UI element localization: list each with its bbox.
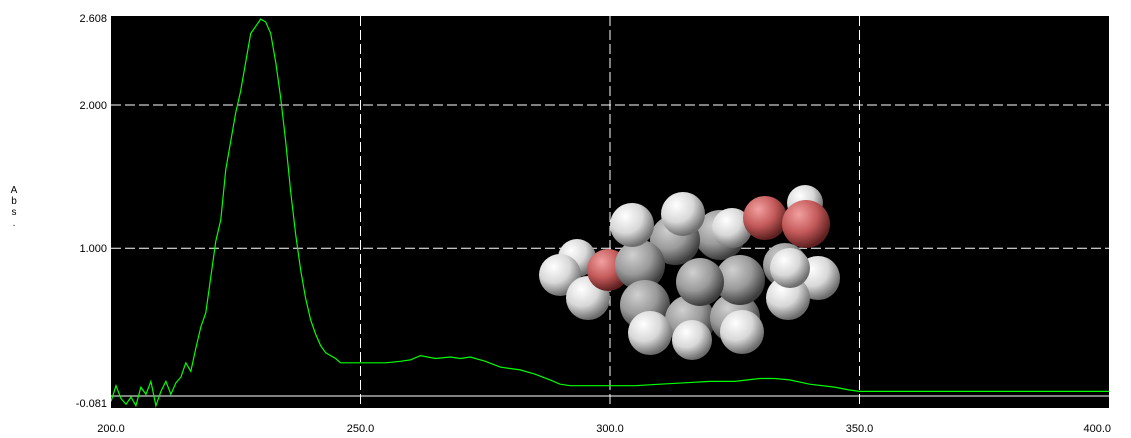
x-axis: 200.0 250.0 300.0 350.0 400.0 xyxy=(97,423,1111,435)
y-axis-label-letter: . xyxy=(13,218,16,229)
y-tick-label: 2.608 xyxy=(79,13,107,25)
grid-lines xyxy=(111,16,1109,408)
y-axis-label-letter: b xyxy=(11,196,17,207)
y-axis: 2.608 2.000 1.000 -0.081 xyxy=(76,13,107,410)
y-tick-label: 2.000 xyxy=(79,100,107,112)
y-axis-label: Abs. xyxy=(11,185,18,229)
y-axis-label-letter: s xyxy=(12,207,17,218)
x-tick-label: 400.0 xyxy=(1083,423,1111,435)
absorbance-series-line xyxy=(111,18,1109,408)
x-tick-label: 350.0 xyxy=(846,423,874,435)
x-tick-label: 250.0 xyxy=(347,423,375,435)
x-tick-label: 200.0 xyxy=(97,423,125,435)
molecule-model-image xyxy=(539,185,840,360)
y-axis-label-letter: A xyxy=(11,185,18,196)
y-tick-label: 1.000 xyxy=(79,243,107,255)
x-tick-label: 300.0 xyxy=(596,423,624,435)
y-tick-label: -0.081 xyxy=(76,398,107,410)
